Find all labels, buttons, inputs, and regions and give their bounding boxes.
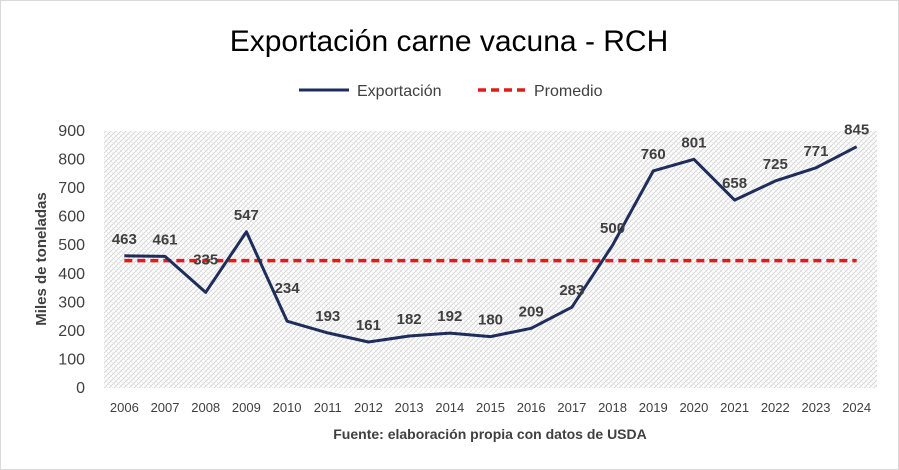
- data-labels: 463 461 335 547 234 193 161 182 192 180 209 283 500 7…: [112, 122, 869, 334]
- y-tick-label: 300: [58, 294, 85, 311]
- data-label: 182: [397, 311, 422, 328]
- x-tick-label: 2014: [435, 400, 464, 415]
- y-axis-label: Miles de toneladas: [33, 192, 50, 325]
- data-label: 760: [641, 146, 666, 163]
- y-tick-label: 800: [58, 152, 85, 169]
- data-label: 209: [519, 303, 544, 320]
- data-label: 192: [437, 308, 462, 325]
- data-label: 801: [681, 134, 706, 151]
- x-tick-label: 2010: [273, 400, 302, 415]
- y-tick-label: 200: [58, 323, 85, 340]
- x-tick-label: 2017: [557, 400, 586, 415]
- y-tick-label: 100: [58, 351, 85, 368]
- x-tick-label: 2022: [761, 400, 790, 415]
- data-label: 500: [600, 220, 625, 237]
- x-tick-label: 2021: [720, 400, 749, 415]
- chart-title: Exportación carne vacuna - RCH: [230, 25, 669, 58]
- y-axis: 0 100 200 300 400 500 600 700 800 900: [58, 123, 85, 397]
- x-tick-label: 2012: [354, 400, 383, 415]
- series-line-exportacion: [124, 145, 858, 344]
- x-tick-label: 2009: [232, 400, 261, 415]
- data-label: 161: [356, 317, 381, 334]
- x-tick-label: 2018: [598, 400, 627, 415]
- y-tick-label: 700: [58, 180, 85, 197]
- data-label: 335: [193, 251, 218, 268]
- legend-label-exportacion: Exportación: [357, 83, 442, 100]
- data-label: 547: [234, 207, 259, 224]
- x-tick-label: 2011: [314, 400, 342, 415]
- x-axis: 2006 2007 2008 2009 2010 2011 2012 2013 2014 2015…: [110, 400, 871, 415]
- data-label: 725: [763, 156, 788, 173]
- data-label: 461: [153, 231, 178, 248]
- x-tick-label: 2019: [639, 400, 668, 415]
- y-tick-label: 500: [58, 237, 85, 254]
- source-note: Fuente: elaboración propia con datos de …: [333, 426, 646, 442]
- legend: Exportación Promedio: [299, 83, 603, 100]
- data-label: 180: [478, 312, 503, 329]
- x-tick-label: 2015: [476, 400, 505, 415]
- data-label: 193: [315, 308, 340, 325]
- x-tick-label: 2016: [517, 400, 546, 415]
- data-label: 234: [275, 280, 301, 297]
- data-label: 845: [844, 122, 869, 139]
- x-tick-label: 2008: [191, 400, 220, 415]
- x-tick-label: 2007: [151, 400, 180, 415]
- y-tick-label: 600: [58, 209, 85, 226]
- data-label: 658: [722, 175, 747, 192]
- series-layer: [124, 145, 858, 344]
- data-label: 463: [112, 231, 137, 248]
- legend-label-promedio: Promedio: [534, 83, 603, 100]
- x-tick-label: 2020: [679, 400, 708, 415]
- x-tick-label: 2023: [802, 400, 831, 415]
- y-tick-label: 400: [58, 266, 85, 283]
- data-label: 771: [803, 143, 828, 160]
- data-label: 283: [559, 282, 584, 299]
- x-tick-label: 2013: [395, 400, 424, 415]
- y-tick-label: 900: [58, 123, 85, 140]
- y-tick-label: 0: [76, 380, 85, 397]
- x-tick-label: 2024: [842, 400, 871, 415]
- x-tick-label: 2006: [110, 400, 139, 415]
